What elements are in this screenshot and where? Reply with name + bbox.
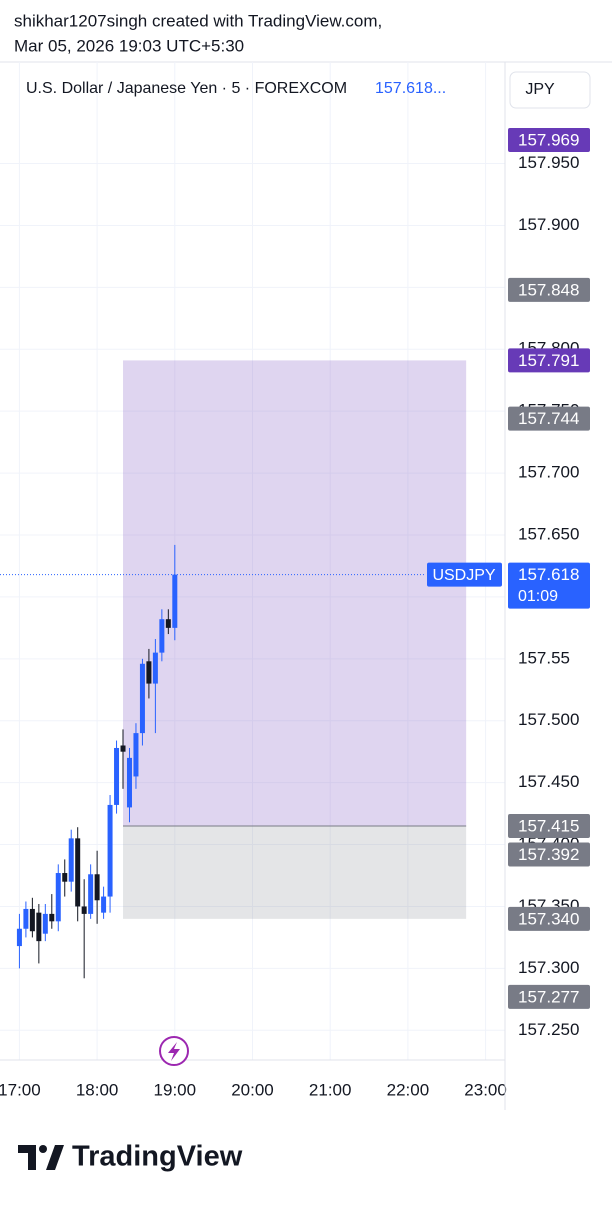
symbol-title: U.S. Dollar / Japanese Yen · 5 · FOREXCO… [26, 80, 347, 97]
candle-body [62, 873, 68, 882]
logo-text: TradingView [72, 1141, 243, 1173]
x-tick-label: 23:00 [464, 1080, 507, 1099]
candle-body [88, 874, 94, 914]
target-zone [123, 360, 467, 826]
y-tick-label: 157.55 [518, 648, 570, 667]
candle-body [36, 912, 42, 942]
price-label: 157.340 [518, 909, 579, 928]
last-name-box [427, 562, 502, 587]
candle-body [120, 745, 126, 752]
x-tick-label: 21:00 [309, 1080, 352, 1099]
x-tick-label: 19:00 [154, 1080, 197, 1099]
last-name: USDJPY [432, 567, 495, 584]
candle-body [107, 804, 113, 897]
candle-body [165, 619, 171, 628]
date-line: Mar 05, 2026 19:03 UTC+5:30 [14, 36, 244, 55]
candle-body [146, 661, 152, 684]
price-label-box [508, 842, 590, 867]
candle-body [126, 757, 132, 808]
y-tick-label: 157.900 [518, 215, 579, 234]
candle-body [172, 574, 178, 628]
last-price: 157.618 [518, 565, 579, 584]
currency-label[interactable]: JPY [525, 81, 555, 98]
candle-body [133, 733, 139, 777]
author-line: shikhar1207singh created with TradingVie… [14, 11, 382, 30]
candle-body [23, 908, 29, 929]
legend-price: 157.618... [375, 80, 446, 97]
alert-icon [159, 1036, 189, 1066]
price-label: 157.277 [518, 987, 579, 1006]
x-tick-label: 22:00 [387, 1080, 430, 1099]
price-label: 157.392 [518, 845, 579, 864]
price-label-box [508, 128, 590, 153]
candle-body [81, 906, 87, 914]
candle-body [159, 619, 165, 653]
x-tick-label: 20:00 [231, 1080, 274, 1099]
candle-body [139, 663, 145, 734]
last-price-box [508, 562, 590, 609]
price-label: 157.415 [518, 816, 579, 835]
plot-area: 157.250157.300157.350157.400157.450157.5… [0, 62, 590, 1110]
candle-body [16, 928, 22, 947]
price-label: 157.969 [518, 130, 579, 149]
candle-body [29, 908, 35, 932]
candle-body [75, 838, 81, 907]
y-tick-label: 157.300 [518, 958, 579, 977]
price-label: 157.791 [518, 351, 579, 370]
x-tick-label: 18:00 [76, 1080, 119, 1099]
candle-body [68, 838, 74, 882]
y-tick-label: 157.700 [518, 463, 579, 482]
y-tick-label: 157.950 [518, 153, 579, 172]
candle-body [152, 652, 158, 684]
price-label-box [508, 406, 590, 431]
x-tick-label: 17:00 [0, 1080, 41, 1099]
countdown: 01:09 [518, 588, 558, 605]
price-label-box [508, 984, 590, 1009]
price-label-box [508, 348, 590, 373]
candle-body [42, 913, 48, 934]
y-tick-label: 157.650 [518, 524, 579, 543]
stop-zone [123, 825, 467, 919]
price-label: 157.744 [518, 409, 579, 428]
candle-body [94, 874, 100, 901]
y-tick-label: 157.250 [518, 1020, 579, 1039]
price-label-box [508, 277, 590, 302]
y-tick-label: 157.450 [518, 772, 579, 791]
currency-button[interactable] [509, 71, 591, 109]
candle-body [114, 747, 120, 805]
price-label: 157.848 [518, 280, 579, 299]
price-label-box [508, 906, 590, 931]
candle-body [101, 896, 107, 913]
candle-body [55, 873, 61, 922]
tradingview-logo: TradingView [18, 1141, 243, 1173]
price-label-box [508, 813, 590, 838]
candle-body [49, 913, 55, 922]
y-tick-label: 157.500 [518, 710, 579, 729]
